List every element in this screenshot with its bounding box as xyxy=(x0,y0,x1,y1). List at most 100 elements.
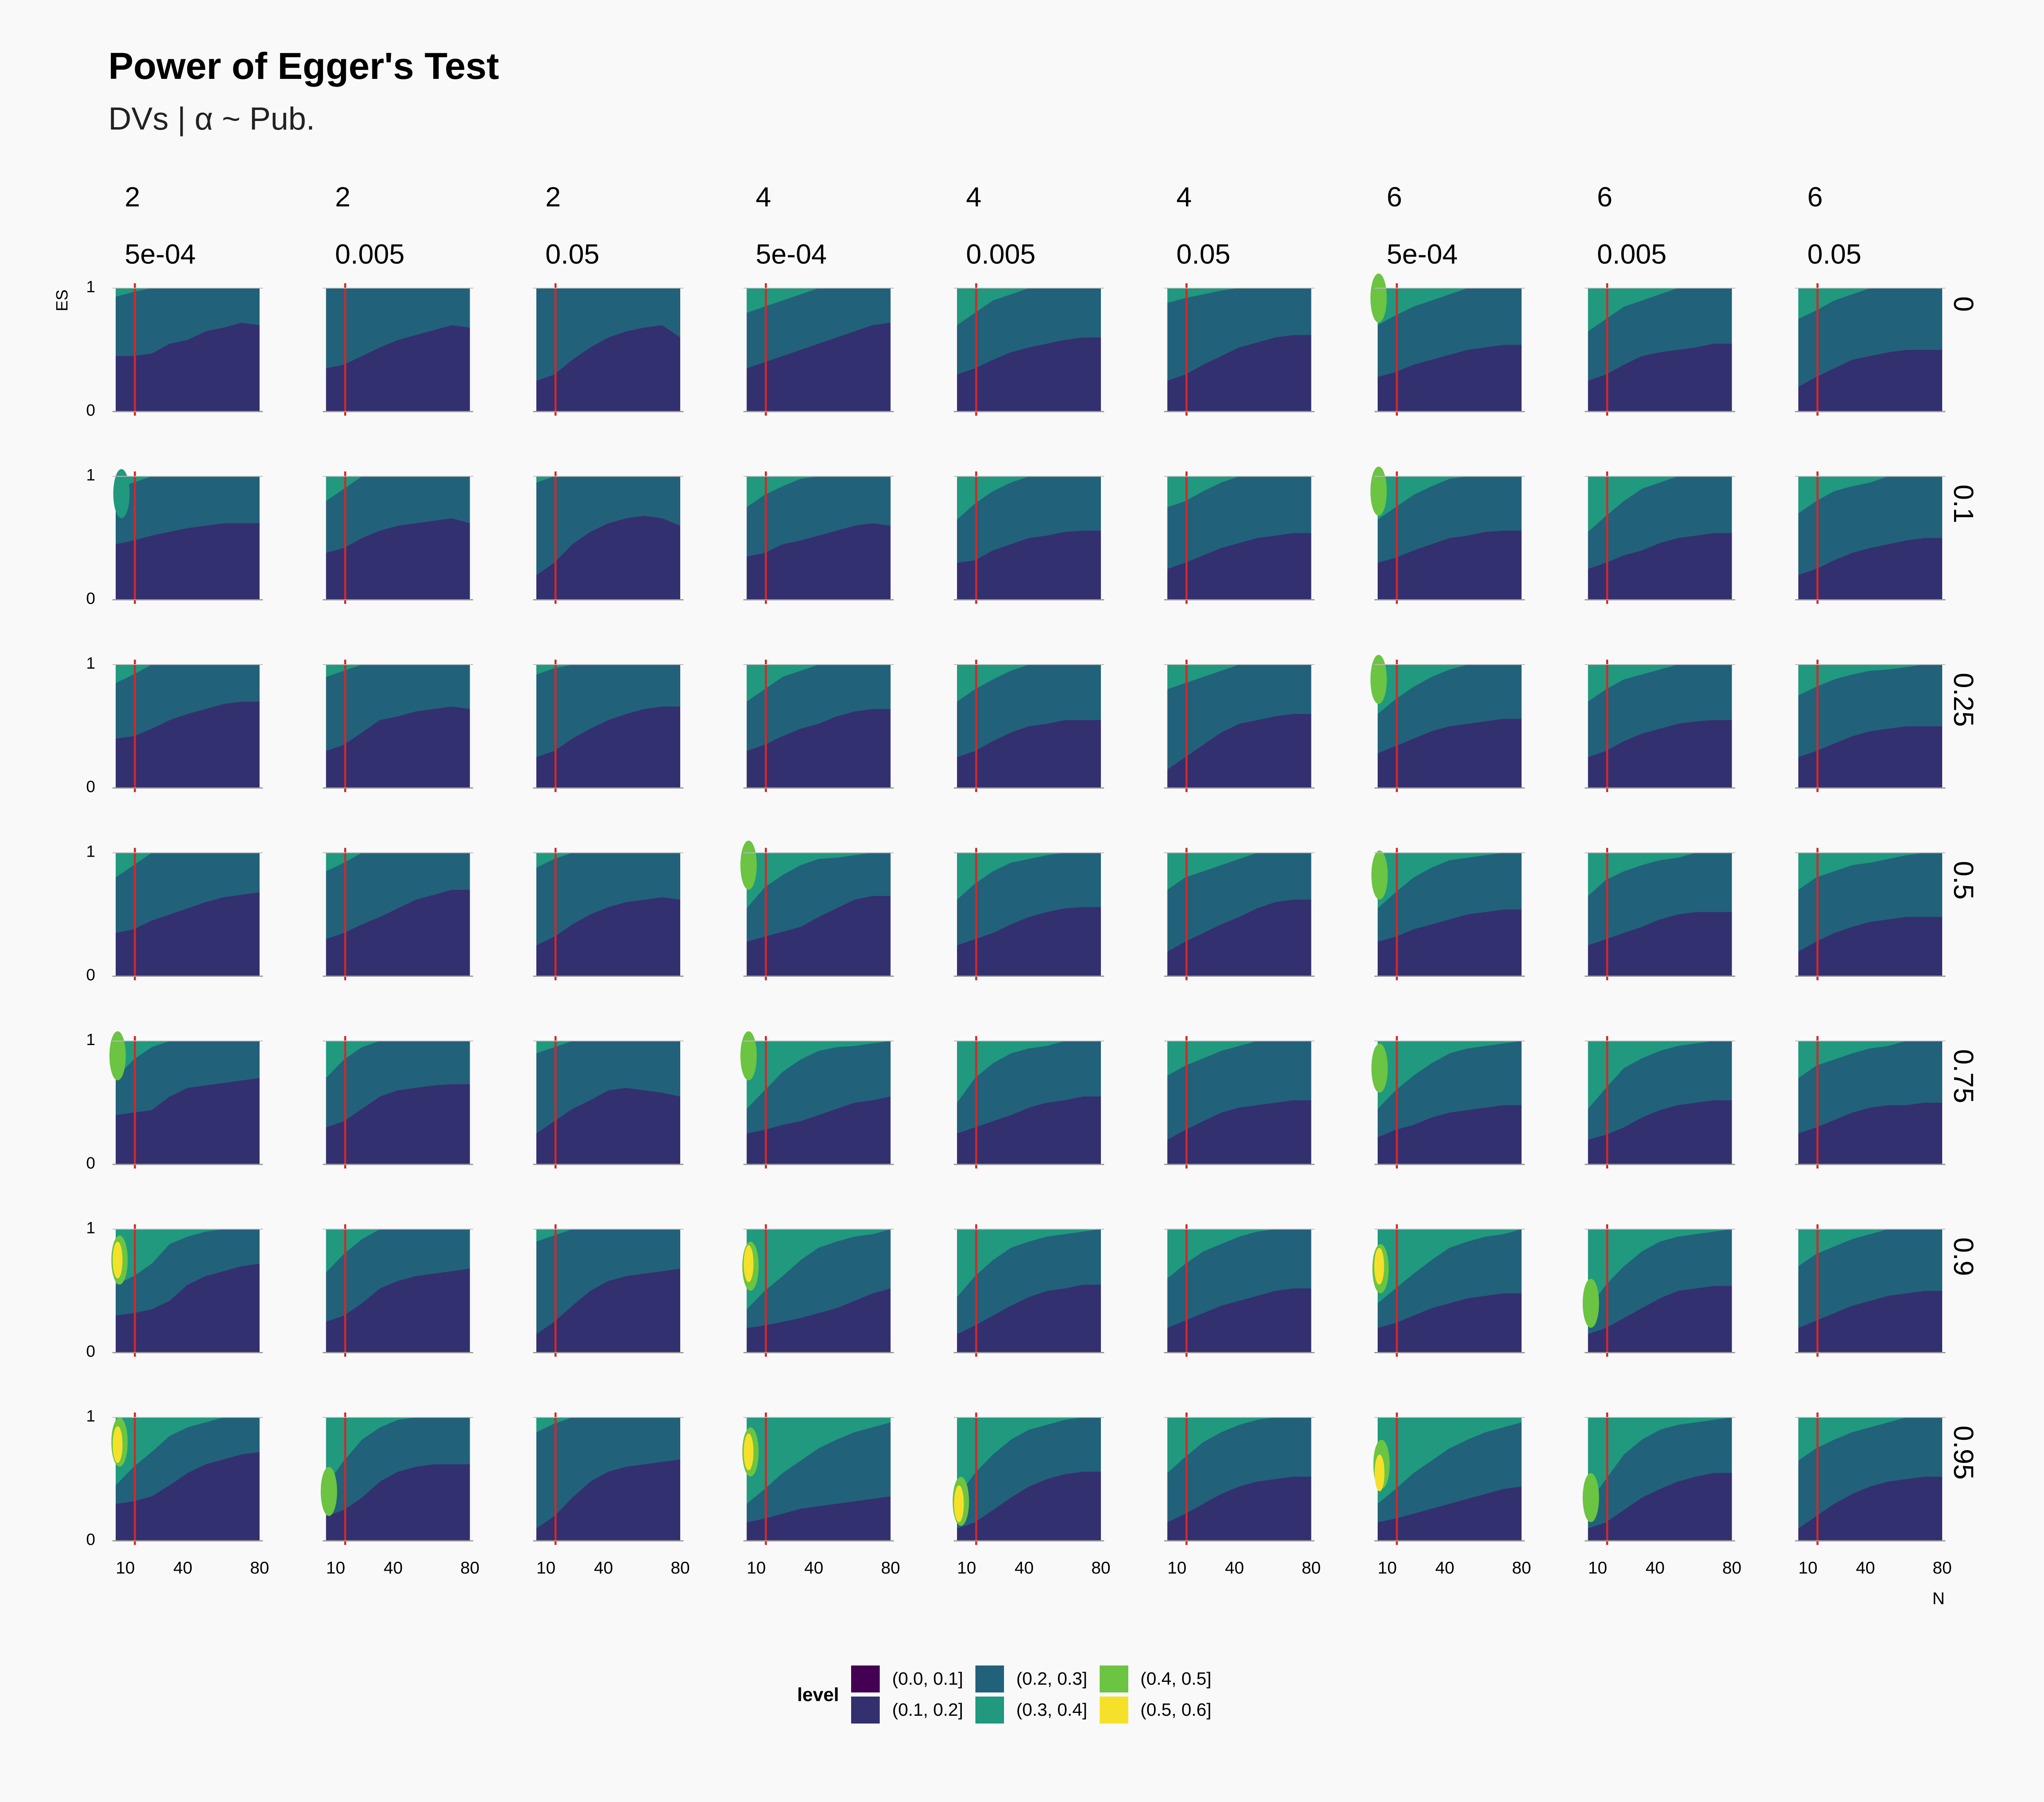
contour-band-0.1-0.2 xyxy=(957,1471,1101,1541)
facet-panel xyxy=(1795,1036,1945,1169)
chart-subtitle: DVs | α ~ Pub. xyxy=(108,101,315,137)
y-tick-label: 0 xyxy=(86,1343,95,1361)
contour-band-0.1-0.2 xyxy=(1798,538,1942,600)
row-strip-label: 0.5 xyxy=(1948,861,1979,900)
facet-panel xyxy=(742,1412,894,1545)
facet-panel xyxy=(111,1412,263,1545)
x-tick-label: 40 xyxy=(1435,1558,1455,1577)
x-tick-label: 10 xyxy=(1588,1558,1607,1577)
x-tick-label: 80 xyxy=(881,1558,900,1577)
contour-band-0.1-0.2 xyxy=(326,1084,470,1164)
facet-panel xyxy=(323,660,473,792)
contour-band-0.1-0.2 xyxy=(1378,1486,1522,1541)
contour-band-0.1-0.2 xyxy=(957,1096,1101,1164)
contour-band-0.1-0.2 xyxy=(957,720,1101,788)
contour-band-0.1-0.2 xyxy=(1378,531,1522,600)
y-tick-label: 0 xyxy=(86,778,95,796)
facet-panel xyxy=(954,660,1104,792)
contour-hotspot xyxy=(1371,850,1388,900)
y-tick-label: 0 xyxy=(86,1154,95,1172)
facet-panel xyxy=(323,1036,473,1169)
x-axis-title: N xyxy=(1932,1589,1945,1608)
facet-panel xyxy=(111,1224,263,1357)
contour-band-0.1-0.2 xyxy=(957,337,1101,412)
x-tick-label: 10 xyxy=(1798,1558,1818,1577)
facet-panel xyxy=(1371,1036,1525,1169)
facet-panel xyxy=(1164,848,1315,980)
x-tick-label: 80 xyxy=(1512,1558,1531,1577)
facet-panel xyxy=(1164,283,1315,416)
column-strip-label-bottom: 5e-04 xyxy=(125,239,196,270)
facet-panel xyxy=(1795,283,1945,416)
contour-hotspot xyxy=(744,1245,754,1283)
x-tick-label: 80 xyxy=(1722,1558,1741,1577)
contour-band-0.1-0.2 xyxy=(1378,719,1522,788)
legend-swatch xyxy=(851,1665,880,1692)
column-strip-label-top: 2 xyxy=(545,181,561,213)
contour-band-0.1-0.2 xyxy=(746,1288,891,1353)
facet-panel xyxy=(112,660,263,792)
contour-band-0.1-0.2 xyxy=(746,1096,891,1164)
contour-hotspot xyxy=(320,1467,337,1516)
facet-panel xyxy=(533,1036,684,1169)
facet-panel xyxy=(533,1412,684,1545)
contour-band-0.1-0.2 xyxy=(957,907,1101,976)
facet-panel xyxy=(954,471,1104,604)
facet-panel xyxy=(112,469,263,604)
contour-band-0.1-0.2 xyxy=(1798,1291,1942,1353)
facet-panel xyxy=(954,1224,1104,1357)
facet-panel xyxy=(1795,471,1945,604)
contour-band-0.1-0.2 xyxy=(1378,345,1522,412)
y-tick-label: 1 xyxy=(86,278,95,296)
y-tick-label: 1 xyxy=(86,843,95,861)
facet-panel xyxy=(1373,1412,1525,1545)
contour-band-0.1-0.2 xyxy=(1167,335,1311,412)
row-strip-label: 0 xyxy=(1948,296,1979,312)
contour-band-0.1-0.2 xyxy=(536,1269,680,1353)
legend-swatch xyxy=(1099,1697,1128,1724)
contour-band-0.1-0.2 xyxy=(1588,912,1732,976)
contour-band-0.1-0.2 xyxy=(1167,1100,1311,1164)
facet-panel xyxy=(112,848,263,980)
column-strip-label-bottom: 0.05 xyxy=(1177,239,1230,270)
contour-band-0.1-0.2 xyxy=(326,706,470,788)
facet-panel xyxy=(109,1031,263,1169)
facet-panel xyxy=(1371,848,1525,980)
x-tick-label: 10 xyxy=(116,1558,135,1577)
facet-panel xyxy=(1370,466,1525,604)
legend-item: (0.0, 0.1] xyxy=(851,1665,963,1692)
x-tick-label: 40 xyxy=(594,1558,613,1577)
legend-swatch xyxy=(1099,1665,1128,1692)
facet-panel xyxy=(1585,283,1735,416)
contour-band-0.1-0.2 xyxy=(1167,900,1311,976)
facet-panel xyxy=(740,1031,894,1169)
contour-band-0.1-0.2 xyxy=(957,531,1101,600)
column-strip-label-bottom: 0.005 xyxy=(335,239,405,270)
facet-panel xyxy=(533,848,684,980)
x-tick-label: 10 xyxy=(1168,1558,1187,1577)
contour-band-0.1-0.2 xyxy=(1588,1286,1732,1353)
contour-band-0.1-0.2 xyxy=(326,1464,470,1541)
facet-panel xyxy=(1795,1412,1945,1545)
contour-hotspot xyxy=(112,1242,123,1278)
facet-panel xyxy=(1585,660,1735,792)
x-tick-label: 40 xyxy=(173,1558,193,1577)
facet-panel xyxy=(1370,655,1525,792)
chart-title: Power of Egger's Test xyxy=(108,45,499,87)
facet-panel xyxy=(323,1224,473,1357)
y-axis-title: ES xyxy=(53,289,71,311)
legend-label: (0.3, 0.4] xyxy=(1016,1700,1087,1720)
x-tick-label: 10 xyxy=(747,1558,766,1577)
facet-panel xyxy=(743,283,894,416)
contour-band-0.1-0.2 xyxy=(746,896,891,976)
y-tick-label: 1 xyxy=(86,1407,95,1425)
legend-label: (0.5, 0.6] xyxy=(1140,1700,1212,1720)
y-tick-label: 0 xyxy=(86,1531,95,1549)
contour-band-0.1-0.2 xyxy=(116,523,260,600)
x-tick-label: 80 xyxy=(1302,1558,1321,1577)
facet-panel xyxy=(323,283,473,416)
facet-panel xyxy=(323,471,473,604)
contour-band-0.1-0.2 xyxy=(1588,1100,1732,1164)
contour-band-0.1-0.2 xyxy=(1588,720,1732,788)
